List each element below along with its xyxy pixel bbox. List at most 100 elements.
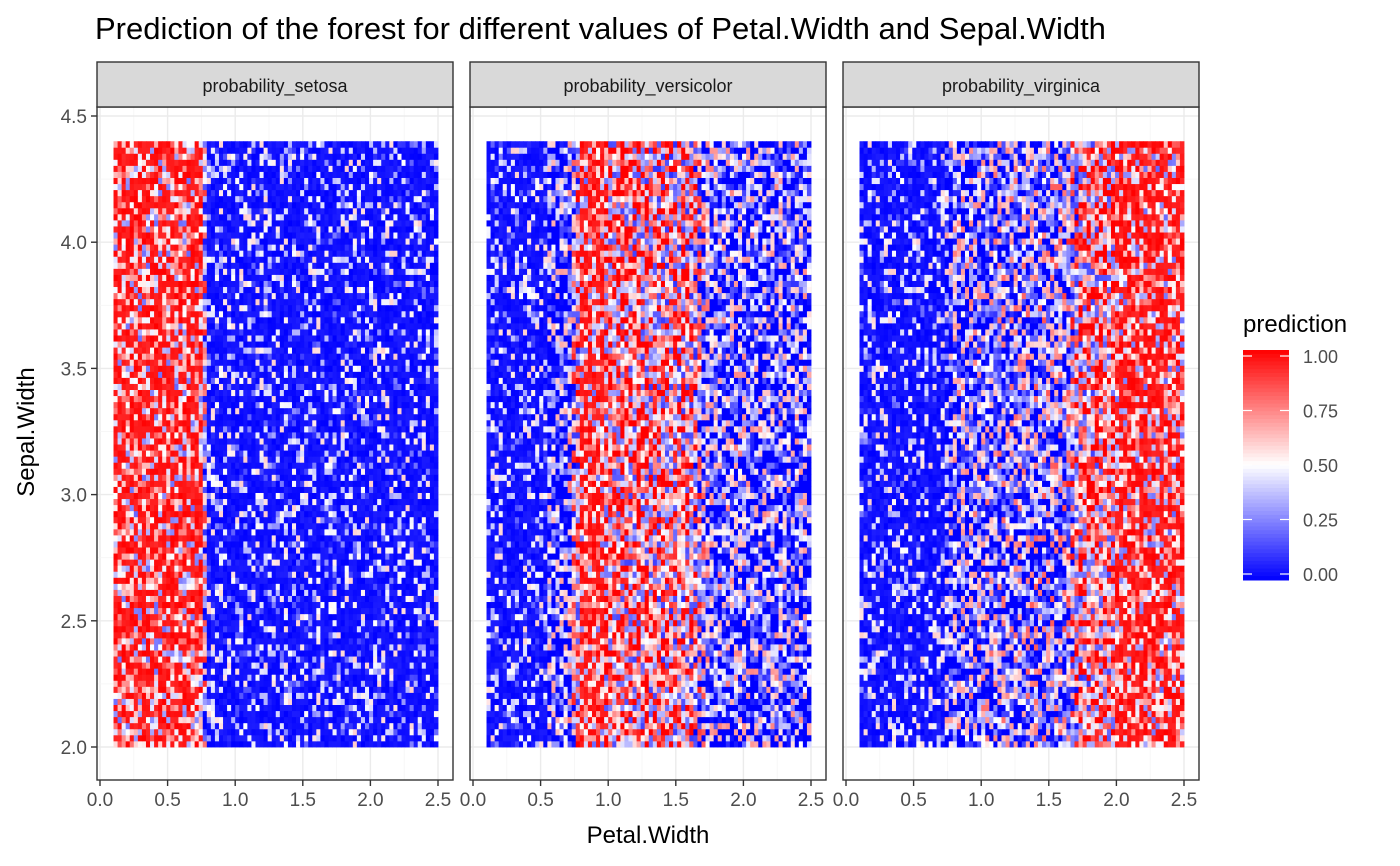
heatmap-tile bbox=[223, 371, 228, 378]
heatmap-tile bbox=[198, 704, 204, 712]
heatmap-tile bbox=[360, 395, 366, 403]
heatmap-tile bbox=[328, 510, 333, 518]
heatmap-tile bbox=[145, 565, 151, 572]
heatmap-tile bbox=[113, 425, 118, 433]
heatmap-tile bbox=[377, 740, 382, 748]
heatmap-tile bbox=[271, 480, 277, 487]
heatmap-tile bbox=[312, 674, 317, 681]
heatmap-tile bbox=[324, 631, 329, 639]
heatmap-tile bbox=[356, 728, 362, 736]
heatmap-tile bbox=[251, 407, 256, 415]
heatmap-tile bbox=[312, 583, 317, 590]
heatmap-tile bbox=[231, 607, 236, 615]
heatmap-tile bbox=[308, 389, 313, 397]
heatmap-tile bbox=[381, 553, 386, 560]
heatmap-tile bbox=[170, 419, 175, 427]
heatmap-tile bbox=[296, 692, 301, 699]
heatmap-tile bbox=[170, 680, 175, 687]
heatmap-tile bbox=[125, 734, 131, 742]
heatmap-tile bbox=[125, 577, 131, 584]
heatmap-tile bbox=[239, 462, 244, 469]
heatmap-tile bbox=[271, 534, 277, 542]
heatmap-tile bbox=[133, 710, 139, 718]
heatmap-tile bbox=[344, 371, 350, 378]
heatmap-tile bbox=[243, 619, 248, 627]
heatmap-tile bbox=[324, 559, 329, 566]
heatmap-tile bbox=[304, 389, 309, 397]
heatmap-tile bbox=[308, 692, 313, 699]
heatmap-tile bbox=[401, 371, 406, 378]
heatmap-tile bbox=[154, 377, 159, 384]
heatmap-tile bbox=[121, 734, 127, 742]
heatmap-tile bbox=[373, 547, 378, 554]
heatmap-tile bbox=[162, 480, 167, 487]
heatmap-tile bbox=[231, 650, 236, 657]
heatmap-tile bbox=[312, 486, 317, 493]
heatmap-tile bbox=[348, 613, 354, 621]
heatmap-tile bbox=[137, 553, 143, 560]
heatmap-tile bbox=[117, 425, 123, 433]
heatmap-tile bbox=[223, 595, 228, 603]
heatmap-tile bbox=[247, 607, 252, 615]
heatmap-tile bbox=[389, 589, 394, 596]
heatmap-tile bbox=[279, 486, 285, 493]
heatmap-tile bbox=[373, 450, 378, 457]
heatmap-tile bbox=[304, 722, 309, 730]
heatmap-tile bbox=[336, 625, 342, 633]
heatmap-tile bbox=[141, 504, 147, 512]
heatmap-tile bbox=[206, 462, 212, 469]
heatmap-tile bbox=[417, 534, 423, 542]
heatmap-tile bbox=[251, 516, 256, 524]
heatmap-tile bbox=[186, 504, 191, 512]
heatmap-tile bbox=[214, 559, 220, 566]
heatmap-tile bbox=[231, 444, 236, 451]
heatmap-tile bbox=[369, 553, 374, 560]
heatmap-tile bbox=[356, 662, 362, 669]
heatmap-tile bbox=[409, 662, 415, 669]
heatmap-tile bbox=[125, 395, 131, 403]
heatmap-tile bbox=[308, 601, 313, 609]
heatmap-tile bbox=[312, 577, 317, 584]
heatmap-tile bbox=[401, 601, 406, 609]
heatmap-tile bbox=[377, 631, 382, 639]
heatmap-tile bbox=[129, 407, 135, 415]
heatmap-tile bbox=[231, 571, 236, 578]
heatmap-tile bbox=[279, 395, 285, 403]
heatmap-tile bbox=[117, 686, 123, 693]
heatmap-tile bbox=[235, 668, 240, 675]
heatmap-tile bbox=[182, 395, 187, 403]
heatmap-tile bbox=[397, 462, 402, 469]
heatmap-tile bbox=[316, 389, 321, 397]
heatmap-tile bbox=[425, 413, 431, 421]
heatmap-tile bbox=[133, 613, 139, 621]
heatmap-tile bbox=[166, 383, 171, 390]
heatmap-tile bbox=[178, 619, 183, 627]
heatmap-tile bbox=[356, 534, 362, 542]
heatmap-tile bbox=[377, 650, 382, 657]
heatmap-tile bbox=[417, 486, 423, 493]
heatmap-tile bbox=[352, 716, 358, 724]
heatmap-tile bbox=[145, 407, 151, 415]
heatmap-tile bbox=[166, 619, 171, 627]
heatmap-tile bbox=[344, 541, 350, 548]
heatmap-tile bbox=[125, 565, 131, 572]
heatmap-tile bbox=[409, 553, 415, 560]
heatmap-tile bbox=[202, 407, 208, 415]
heatmap-tile bbox=[231, 565, 236, 572]
heatmap-tile bbox=[182, 438, 187, 445]
heatmap-tile bbox=[243, 686, 248, 693]
heatmap-tile bbox=[397, 716, 402, 724]
heatmap-tile bbox=[125, 607, 131, 615]
heatmap-tile bbox=[182, 486, 187, 493]
heatmap-tile bbox=[210, 492, 216, 500]
heatmap-tile bbox=[332, 716, 337, 724]
heatmap-tile bbox=[397, 510, 402, 518]
heatmap-tile bbox=[251, 553, 256, 560]
heatmap-tile bbox=[170, 432, 175, 439]
heatmap-tile bbox=[150, 547, 155, 554]
heatmap-tile bbox=[356, 680, 362, 687]
heatmap-tile bbox=[389, 383, 394, 390]
heatmap-tile bbox=[145, 637, 151, 645]
heatmap-tile bbox=[239, 716, 244, 724]
heatmap-tile bbox=[389, 662, 394, 669]
